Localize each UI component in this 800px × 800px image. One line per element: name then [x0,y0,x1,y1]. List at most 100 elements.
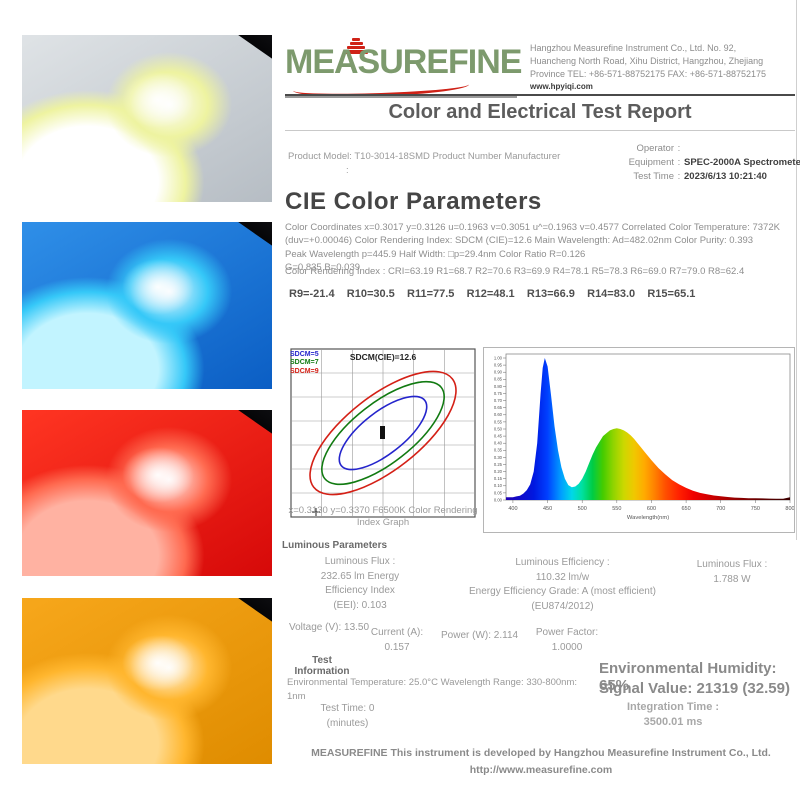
svg-text:0.00: 0.00 [494,497,503,502]
product-model-colon: : [346,165,349,177]
test-time-label: Test Time [633,170,674,182]
company-line: Huancheng North Road, Xihu District, Han… [530,56,764,67]
bulb-glow [108,248,208,326]
spectrum-chart: 0.00 0.05 0.10 0.15 0.20 0.25 0.30 0.35 0.40 0.45… [483,347,795,533]
test-info-section-label: Test Information [294,655,350,677]
voltage-value: Voltage (V): 13.50 [289,622,370,633]
sdcm-ellipse-chart: SDCM(CIE)=12.6 SDCM=5 SDCM=7 SDCM=9 [285,347,481,533]
company-line: Province TEL: +86-571-88752175 FAX: +86-… [530,69,767,80]
svg-text:400: 400 [508,506,517,512]
svg-text:0.90: 0.90 [494,370,503,375]
svg-text:750: 750 [751,506,760,512]
luminous-efficiency-block: Luminous Efficiency : 110.32 lm/w Energy… [469,557,656,612]
sdcm-ellipse-middle [321,380,445,486]
svg-text:700: 700 [716,506,725,512]
test-meta-table: Operator : Equipment : SPEC-2000A Spectr… [612,142,800,183]
colon: : [677,170,681,182]
sdcm-legend-item: SDCM=9 [290,367,319,375]
luminous-section-label: Luminous Parameters [282,540,388,551]
product-photo-blue [22,222,272,389]
product-model-line: Product Model: T10-3014-18SMD Product Nu… [288,151,561,162]
radiant-flux-block: Luminous Flux : 1.788 W [696,559,768,585]
meta-row-operator: Operator : [612,142,800,156]
svg-text:450: 450 [543,506,552,512]
footer-line2: http://www.measurefine.com [469,763,613,776]
sdcm-chart-svg [290,348,476,518]
colon: : [677,156,681,168]
svg-text:600: 600 [647,506,656,512]
svg-text:0.50: 0.50 [494,426,503,431]
svg-text:0.30: 0.30 [494,455,503,460]
svg-text:800: 800 [785,506,794,512]
svg-text:550: 550 [612,506,621,512]
company-info: Hangzhou Measurefine Instrument Co., Ltd… [530,42,796,81]
svg-text:0.10: 0.10 [494,483,503,488]
svg-text:0.60: 0.60 [494,412,503,417]
humidity-value: Environmental Humidity: 65% [599,660,777,694]
logo: MEASUREFINE [285,38,525,100]
footer: MEASUREFINE This instrument is developed… [285,745,797,779]
page-right-edge [796,0,797,540]
svg-text:0.55: 0.55 [494,419,503,424]
sdcm-chart-title: SDCM(CIE)=12.6 [349,352,417,362]
test-time-value: 2023/6/13 10:21:40 [684,170,767,182]
svg-text:0.85: 0.85 [494,377,503,382]
sdcm-chart-caption: x=0.3130 y=0.3370 F6500K Color Rendering… [288,505,478,529]
svg-text:0.20: 0.20 [494,469,503,474]
sdcm-legend-item: SDCM=7 [290,359,319,367]
equipment-label: Equipment [628,156,674,168]
equipment-value: SPEC-2000A Spectrometer [684,156,800,168]
logo-text: MEASUREFINE [285,43,522,81]
product-photo-red [22,410,272,576]
logo-underline [285,95,517,98]
title-divider [285,130,795,131]
spectrum-chart-svg: 0.00 0.05 0.10 0.15 0.20 0.25 0.30 0.35 0.40 0.45… [494,353,795,521]
environment-line: Environmental Temperature: 25.0°C Wavele… [287,677,578,703]
sdcm-legend: SDCM=5 SDCM=7 SDCM=9 [290,351,319,376]
svg-text:650: 650 [682,506,691,512]
spectrum-axes: 0.00 0.05 0.10 0.15 0.20 0.25 0.30 0.35 0.40 0.45… [494,355,795,521]
sdcm-legend-item: SDCM=5 [290,351,319,358]
product-model: Product Model: T10-3014-18SMD Product Nu… [288,150,613,179]
sdcm-ellipse-outer [309,370,457,496]
sdcm-ellipse-inner [338,395,428,471]
svg-text:0.80: 0.80 [494,384,503,389]
svg-text:1.00: 1.00 [494,355,503,360]
cri-line: Color Rendering Index : CRI=63.19 R1=68.… [285,266,745,277]
operator-label: Operator [636,143,675,154]
bulb-glow [108,624,208,702]
svg-text:Wavelength(nm): Wavelength(nm) [627,515,669,521]
svg-text:0.65: 0.65 [494,405,503,410]
measured-point-marker [380,426,385,439]
header-divider [285,94,795,96]
svg-text:0.05: 0.05 [494,490,503,495]
svg-text:0.70: 0.70 [494,398,503,403]
svg-text:0.40: 0.40 [494,441,503,446]
company-website: www.hpyiqi.com [530,82,593,91]
signal-value: Signal Value: 21319 (32.59) [599,680,790,697]
power-factor-value: Power Factor: 1.0000 [535,627,599,653]
bulb-glow [108,61,208,139]
cie-parameters-text: Color Coordinates x=0.3017 y=0.3126 u=0.… [285,222,780,274]
spectral-distribution-area [506,358,790,500]
luminous-flux-block: Luminous Flux : 232.65 lm Energy Efficie… [320,556,400,611]
meta-row-test-time: Test Time : 2023/6/13 10:21:40 [612,170,800,184]
svg-text:0.95: 0.95 [494,363,503,368]
r9-r15-line: R9=-21.4 R10=30.5 R11=77.5 R12=48.1 R13=… [289,288,696,300]
svg-text:500: 500 [578,506,587,512]
company-line: Hangzhou Measurefine Instrument Co., Ltd… [530,43,737,53]
axis-cross [312,508,320,516]
cie-section-heading: CIE Color Parameters [285,188,542,215]
svg-text:0.45: 0.45 [494,434,503,439]
footer-line1: MEASUREFINE This instrument is developed… [311,747,771,759]
beacon-icon [343,37,369,55]
meta-row-equipment: Equipment : SPEC-2000A Spectrometer [612,156,800,170]
svg-text:0.75: 0.75 [494,391,503,396]
integration-time-block: Integration Time : 3500.01 ms [626,701,720,729]
product-photo-white [22,35,272,202]
colon: : [677,143,681,154]
svg-text:0.35: 0.35 [494,448,503,453]
power-value: Power (W): 2.114 [441,630,519,641]
bulb-glow [108,436,208,514]
current-value: Current (A): 0.157 [370,627,424,653]
